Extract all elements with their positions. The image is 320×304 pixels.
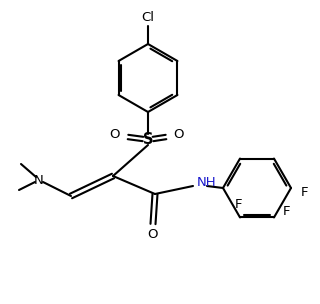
Text: Cl: Cl (141, 11, 155, 24)
Text: O: O (148, 227, 158, 240)
Text: NH: NH (197, 177, 217, 189)
Text: O: O (174, 127, 184, 140)
Text: F: F (234, 198, 242, 211)
Text: F: F (283, 205, 291, 218)
Text: S: S (143, 133, 153, 147)
Text: F: F (300, 185, 308, 199)
Text: O: O (110, 127, 120, 140)
Text: N: N (34, 174, 44, 186)
